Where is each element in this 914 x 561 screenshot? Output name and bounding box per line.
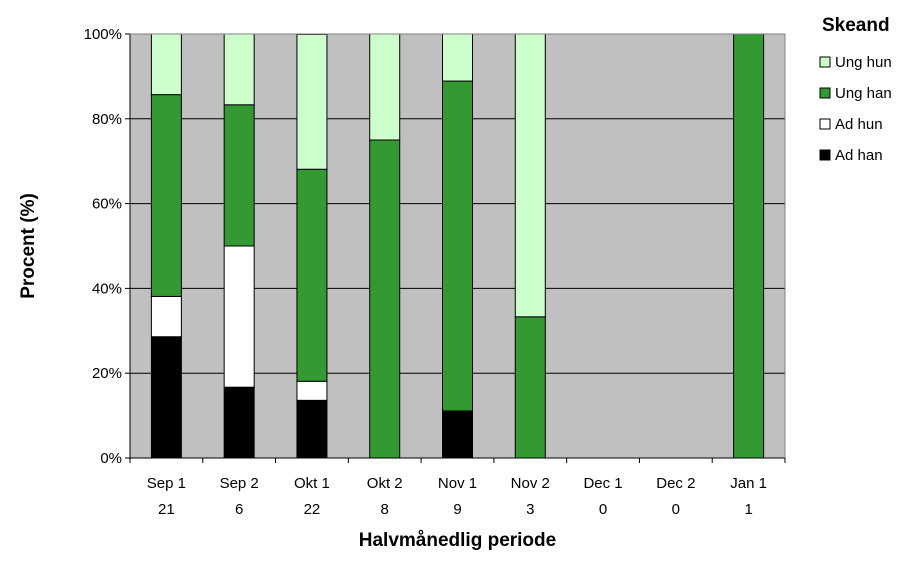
legend-swatch	[819, 87, 831, 99]
x-tick-label: Dec 1	[583, 475, 622, 492]
bar-segment	[150, 33, 182, 96]
bar-segment	[296, 399, 328, 459]
y-tick-label: 100%	[84, 26, 122, 43]
y-tick-label: 60%	[92, 196, 122, 213]
y-tick-label: 40%	[92, 280, 122, 297]
legend-label: Ad hun	[835, 116, 883, 133]
bar-segment	[733, 33, 765, 459]
x-tick-sample-size: 9	[453, 501, 461, 518]
y-tick-label: 20%	[92, 365, 122, 382]
x-tick-label: Nov 2	[511, 475, 550, 492]
x-tick-sample-size: 1	[744, 501, 752, 518]
legend-label: Ad han	[835, 147, 883, 164]
bar-segment	[150, 295, 182, 338]
x-tick-sample-size: 3	[526, 501, 534, 518]
x-tick-label: Sep 1	[147, 475, 186, 492]
bar-segment	[442, 33, 473, 82]
axes	[125, 33, 786, 463]
x-tick-label: Okt 1	[294, 475, 330, 492]
x-tick-label: Dec 2	[656, 475, 695, 492]
bar-segment	[150, 94, 182, 297]
bar-segment	[369, 139, 401, 459]
bar-segment	[296, 168, 328, 382]
x-tick-label: Okt 2	[367, 475, 403, 492]
bar-segment	[369, 33, 401, 141]
x-axis-title: Halvmånedlig periode	[359, 530, 556, 551]
legend-swatch	[819, 149, 831, 161]
x-tick-sample-size: 0	[599, 501, 607, 518]
bar-segment	[296, 380, 328, 401]
legend-swatch	[819, 118, 831, 130]
legend: Skeand Ung hun Ung han Ad hun Ad han	[819, 15, 892, 164]
x-tick-sample-size: 22	[304, 501, 321, 518]
bar-segment	[442, 80, 473, 412]
bars	[150, 33, 765, 459]
x-tick-sample-size: 8	[381, 501, 389, 518]
bar-segment	[296, 33, 328, 170]
bar-segment	[442, 410, 473, 459]
bar-segment	[223, 386, 255, 459]
y-tick-label: 0%	[100, 450, 122, 467]
x-tick-label: Jan 1	[730, 475, 767, 492]
y-tick-label: 80%	[92, 111, 122, 128]
y-axis-title: Procent (%)	[18, 193, 39, 299]
x-tick-sample-size: 0	[672, 501, 680, 518]
bar-segment	[223, 33, 255, 106]
bar-segment	[514, 33, 546, 318]
x-tick-sample-size: 21	[158, 501, 175, 518]
legend-label: Ung han	[835, 85, 892, 102]
x-tick-label: Sep 2	[220, 475, 259, 492]
y-tick-labels: 0% 20% 40% 60% 80% 100%	[84, 26, 122, 467]
x-tick-label: Nov 1	[438, 475, 477, 492]
bar-segment	[223, 104, 255, 247]
bar-segment	[150, 336, 182, 459]
legend-label: Ung hun	[835, 54, 892, 71]
bar-segment	[514, 316, 546, 459]
legend-title: Skeand	[822, 15, 890, 36]
x-tick-labels: Sep 1 21 Sep 2 6 Okt 1 22 Okt 2 8 Nov 1 9 Nov 2 3 De…	[147, 475, 767, 518]
bar-segment	[223, 245, 255, 388]
x-tick-sample-size: 6	[235, 501, 243, 518]
legend-swatch	[819, 56, 831, 68]
